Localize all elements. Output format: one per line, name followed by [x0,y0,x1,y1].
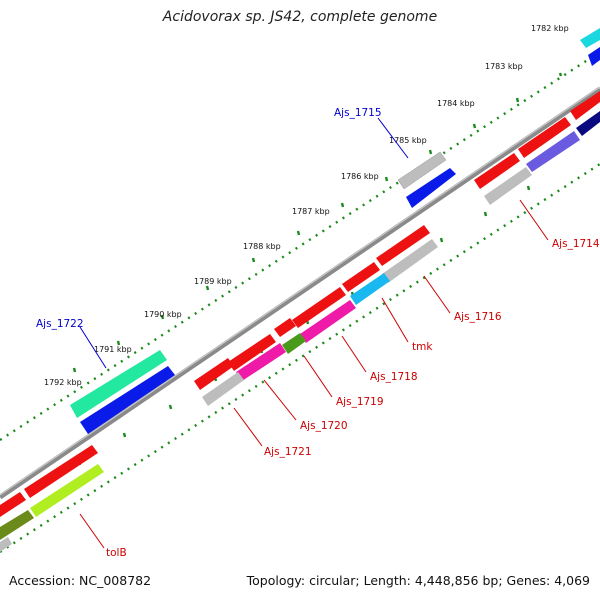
gene-labels: Ajs_1715 Ajs_1722 Ajs_1714 Ajs_1716 tmk … [36,107,600,559]
cds-red [292,287,346,328]
kbp-label: 1785 kbp [389,136,427,145]
kbp-tick-labels: 1782 kbp 1783 kbp 1784 kbp 1785 kbp 1786… [44,24,569,387]
feature-ajs1722-green [70,350,167,418]
kbp-label: 1784 kbp [437,99,475,108]
cds-olive [0,510,34,540]
gene-label-tmk: tmk [412,341,433,353]
feature-ajs1715-blue [406,168,456,208]
cds-red [0,492,26,517]
cds-navy [576,111,600,136]
accession-text: Accession: NC_008782 [9,573,152,588]
cds-gray [202,372,244,406]
gene-label-ajs1714: Ajs_1714 [552,238,600,250]
cds-cyan [350,273,390,305]
kbp-label: 1789 kbp [194,277,232,286]
cds-magenta [300,300,356,343]
gene-label-tolb: tolB [106,547,127,559]
cds-red [274,318,296,337]
gene-label-ajs1715: Ajs_1715 [334,107,382,119]
cds-red [228,334,276,371]
cds-red [570,91,600,120]
kbp-label: 1782 kbp [531,24,569,33]
kbp-major-ticks [72,72,563,373]
feature-blue-top [588,47,600,66]
feature-cyan [580,28,600,48]
gene-label-ajs1722: Ajs_1722 [36,318,84,330]
cds-lime [30,464,104,517]
cds-purple [526,131,580,172]
backbone [0,86,600,500]
cds-olive [282,333,306,354]
cds-red [194,358,234,390]
cds-red [474,153,520,189]
leader-lines [79,117,549,549]
genome-stats-text: Topology: circular; Length: 4,448,856 bp… [246,573,590,588]
gene-label-ajs1718: Ajs_1718 [370,371,418,383]
feature-ajs1722-blue [80,366,175,434]
cds-red [518,117,571,158]
cds-gray [0,537,12,552]
feature-ajs1715-gray [397,151,447,190]
kbp-label: 1791 kbp [94,345,132,354]
inner-scale-ring [0,162,600,554]
reverse-features [0,91,600,552]
kbp-label: 1783 kbp [485,62,523,71]
outer-scale-ring [0,50,600,442]
gene-label-ajs1716: Ajs_1716 [454,311,502,323]
cds-red [342,262,380,292]
gene-label-ajs1721: Ajs_1721 [264,446,312,458]
forward-features [70,28,600,434]
backbone-highlight [0,86,600,496]
cds-gray [484,167,532,205]
kbp-label: 1790 kbp [144,310,182,319]
map-title: Acidovorax sp. JS42, complete genome [162,9,438,25]
cds-red [376,225,430,266]
cds-gray [382,239,438,283]
kbp-label: 1792 kbp [44,378,82,387]
kbp-label: 1786 kbp [341,172,379,181]
kbp-label: 1788 kbp [243,242,281,251]
cds-red [24,445,98,498]
cds-magenta [236,343,286,381]
kbp-label: 1787 kbp [292,207,330,216]
gene-label-ajs1719: Ajs_1719 [336,396,384,408]
gene-label-ajs1720: Ajs_1720 [300,420,348,432]
